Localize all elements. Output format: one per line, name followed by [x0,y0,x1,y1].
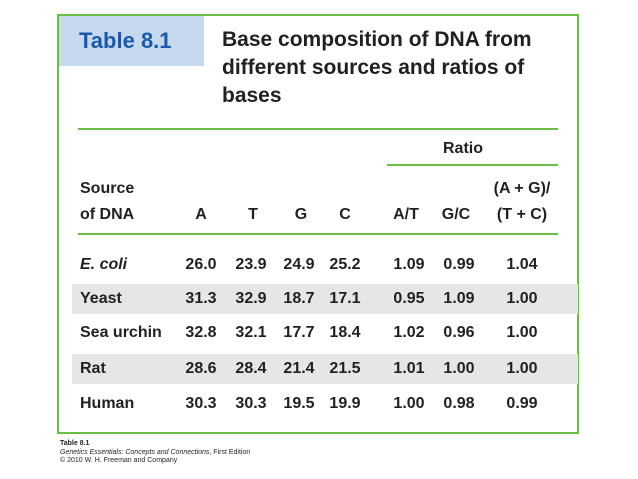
cell-agtc: 1.00 [506,324,538,341]
cell-g: 21.4 [283,360,315,377]
col-header-source-line2: of DNA [80,206,135,223]
col-header-agtc-line2: (T + C) [496,206,548,223]
cell-at: 1.01 [393,360,425,377]
cell-t: 30.3 [235,395,267,412]
cell-t: 23.9 [235,256,267,273]
cell-t: 32.1 [235,324,267,341]
col-header-at: A/T [393,206,419,223]
cell-g: 17.7 [283,324,315,341]
cell-gc: 0.99 [443,256,475,273]
cell-c: 19.9 [329,395,361,412]
col-header-a: A [195,206,207,223]
cell-gc: 1.00 [443,360,475,377]
row-source: Rat [80,360,106,377]
row-source: Yeast [80,290,122,307]
cell-agtc: 0.99 [506,395,538,412]
cell-a: 30.3 [185,395,217,412]
row-source: Sea urchin [80,324,162,341]
cell-a: 26.0 [185,256,217,273]
row-source: E. coli [80,256,128,273]
footer-copyright: © 2010 W. H. Freeman and Company [60,457,178,464]
col-header-source-line1: Source [80,180,135,197]
row-source: Human [80,395,135,412]
cell-g: 24.9 [283,256,315,273]
table-id-tag: Table 8.1 [59,16,204,66]
cell-c: 18.4 [329,324,361,341]
col-header-agtc-line1: (A + G)/ [493,180,551,197]
col-header-c: C [339,206,351,223]
cell-gc: 0.96 [443,324,475,341]
table-row: Rat 28.6 28.4 21.4 21.5 1.01 1.00 1.00 [72,354,578,384]
cell-g: 19.5 [283,395,315,412]
footer-edition: , First Edition [209,448,251,456]
table-row: E. coli 26.0 23.9 24.9 25.2 1.09 0.99 1.… [72,250,578,280]
cell-t: 28.4 [235,360,267,377]
table-row: Sea urchin 32.8 32.1 17.7 18.4 1.02 0.96… [72,318,578,348]
col-header-t: T [248,206,258,223]
cell-at: 0.95 [393,290,425,307]
col-header-g: G [294,206,308,223]
cell-c: 25.2 [329,256,361,273]
credit-footer: Table 8.1 Genetics Essentials: Concepts … [60,440,250,466]
cell-gc: 0.98 [443,395,475,412]
footer-source: Genetics Essentials: Concepts and Connec… [60,449,250,458]
footer-book-title: Genetics Essentials: Concepts and Connec… [60,448,210,456]
cell-at: 1.00 [393,395,425,412]
table-id: Table 8.1 [79,28,172,53]
table-row: Yeast 31.3 32.9 18.7 17.1 0.95 1.09 1.00 [72,284,578,314]
title-divider [78,128,558,130]
ratio-header: Ratio [443,140,483,157]
col-header-gc: G/C [441,206,471,223]
cell-agtc: 1.00 [506,360,538,377]
ratio-divider [387,164,558,166]
footer-table-id: Table 8.1 [60,440,90,447]
cell-gc: 1.09 [443,290,475,307]
cell-at: 1.02 [393,324,425,341]
header-divider [78,233,558,235]
cell-agtc: 1.04 [506,256,538,273]
cell-agtc: 1.00 [506,290,538,307]
cell-at: 1.09 [393,256,425,273]
cell-t: 32.9 [235,290,267,307]
cell-a: 28.6 [185,360,217,377]
table-frame [57,14,579,434]
table-title: Base composition of DNA from different s… [222,28,532,107]
cell-a: 32.8 [185,324,217,341]
cell-c: 17.1 [329,290,361,307]
cell-a: 31.3 [185,290,217,307]
cell-g: 18.7 [283,290,315,307]
table-row: Human 30.3 30.3 19.5 19.9 1.00 0.98 0.99 [72,389,578,419]
cell-c: 21.5 [329,360,361,377]
